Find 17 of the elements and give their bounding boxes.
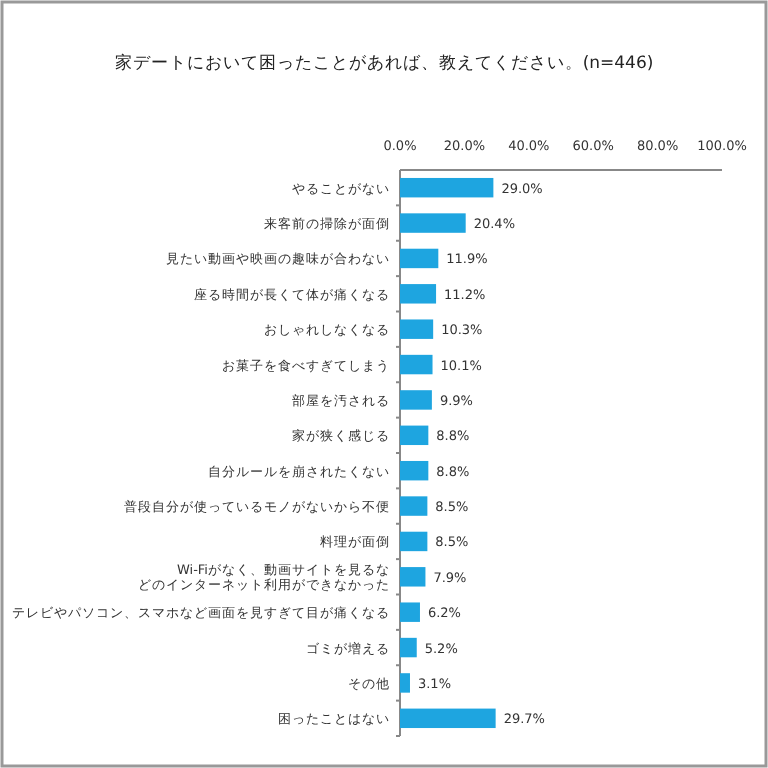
bar <box>400 425 429 446</box>
chart-title: 家デートにおいて困ったことがあれば、教えてください。(n=446) <box>114 52 654 74</box>
bar <box>400 496 428 516</box>
bar <box>400 284 437 304</box>
bar <box>400 354 433 375</box>
bar <box>400 602 420 622</box>
bar <box>400 673 410 693</box>
bar <box>400 637 417 658</box>
bar <box>400 531 428 552</box>
bar <box>400 567 426 587</box>
bar <box>400 460 429 481</box>
bar <box>400 390 432 410</box>
bar <box>400 708 496 729</box>
bar <box>400 248 439 269</box>
bar <box>400 213 466 233</box>
bar <box>400 177 494 198</box>
bar <box>400 319 434 339</box>
